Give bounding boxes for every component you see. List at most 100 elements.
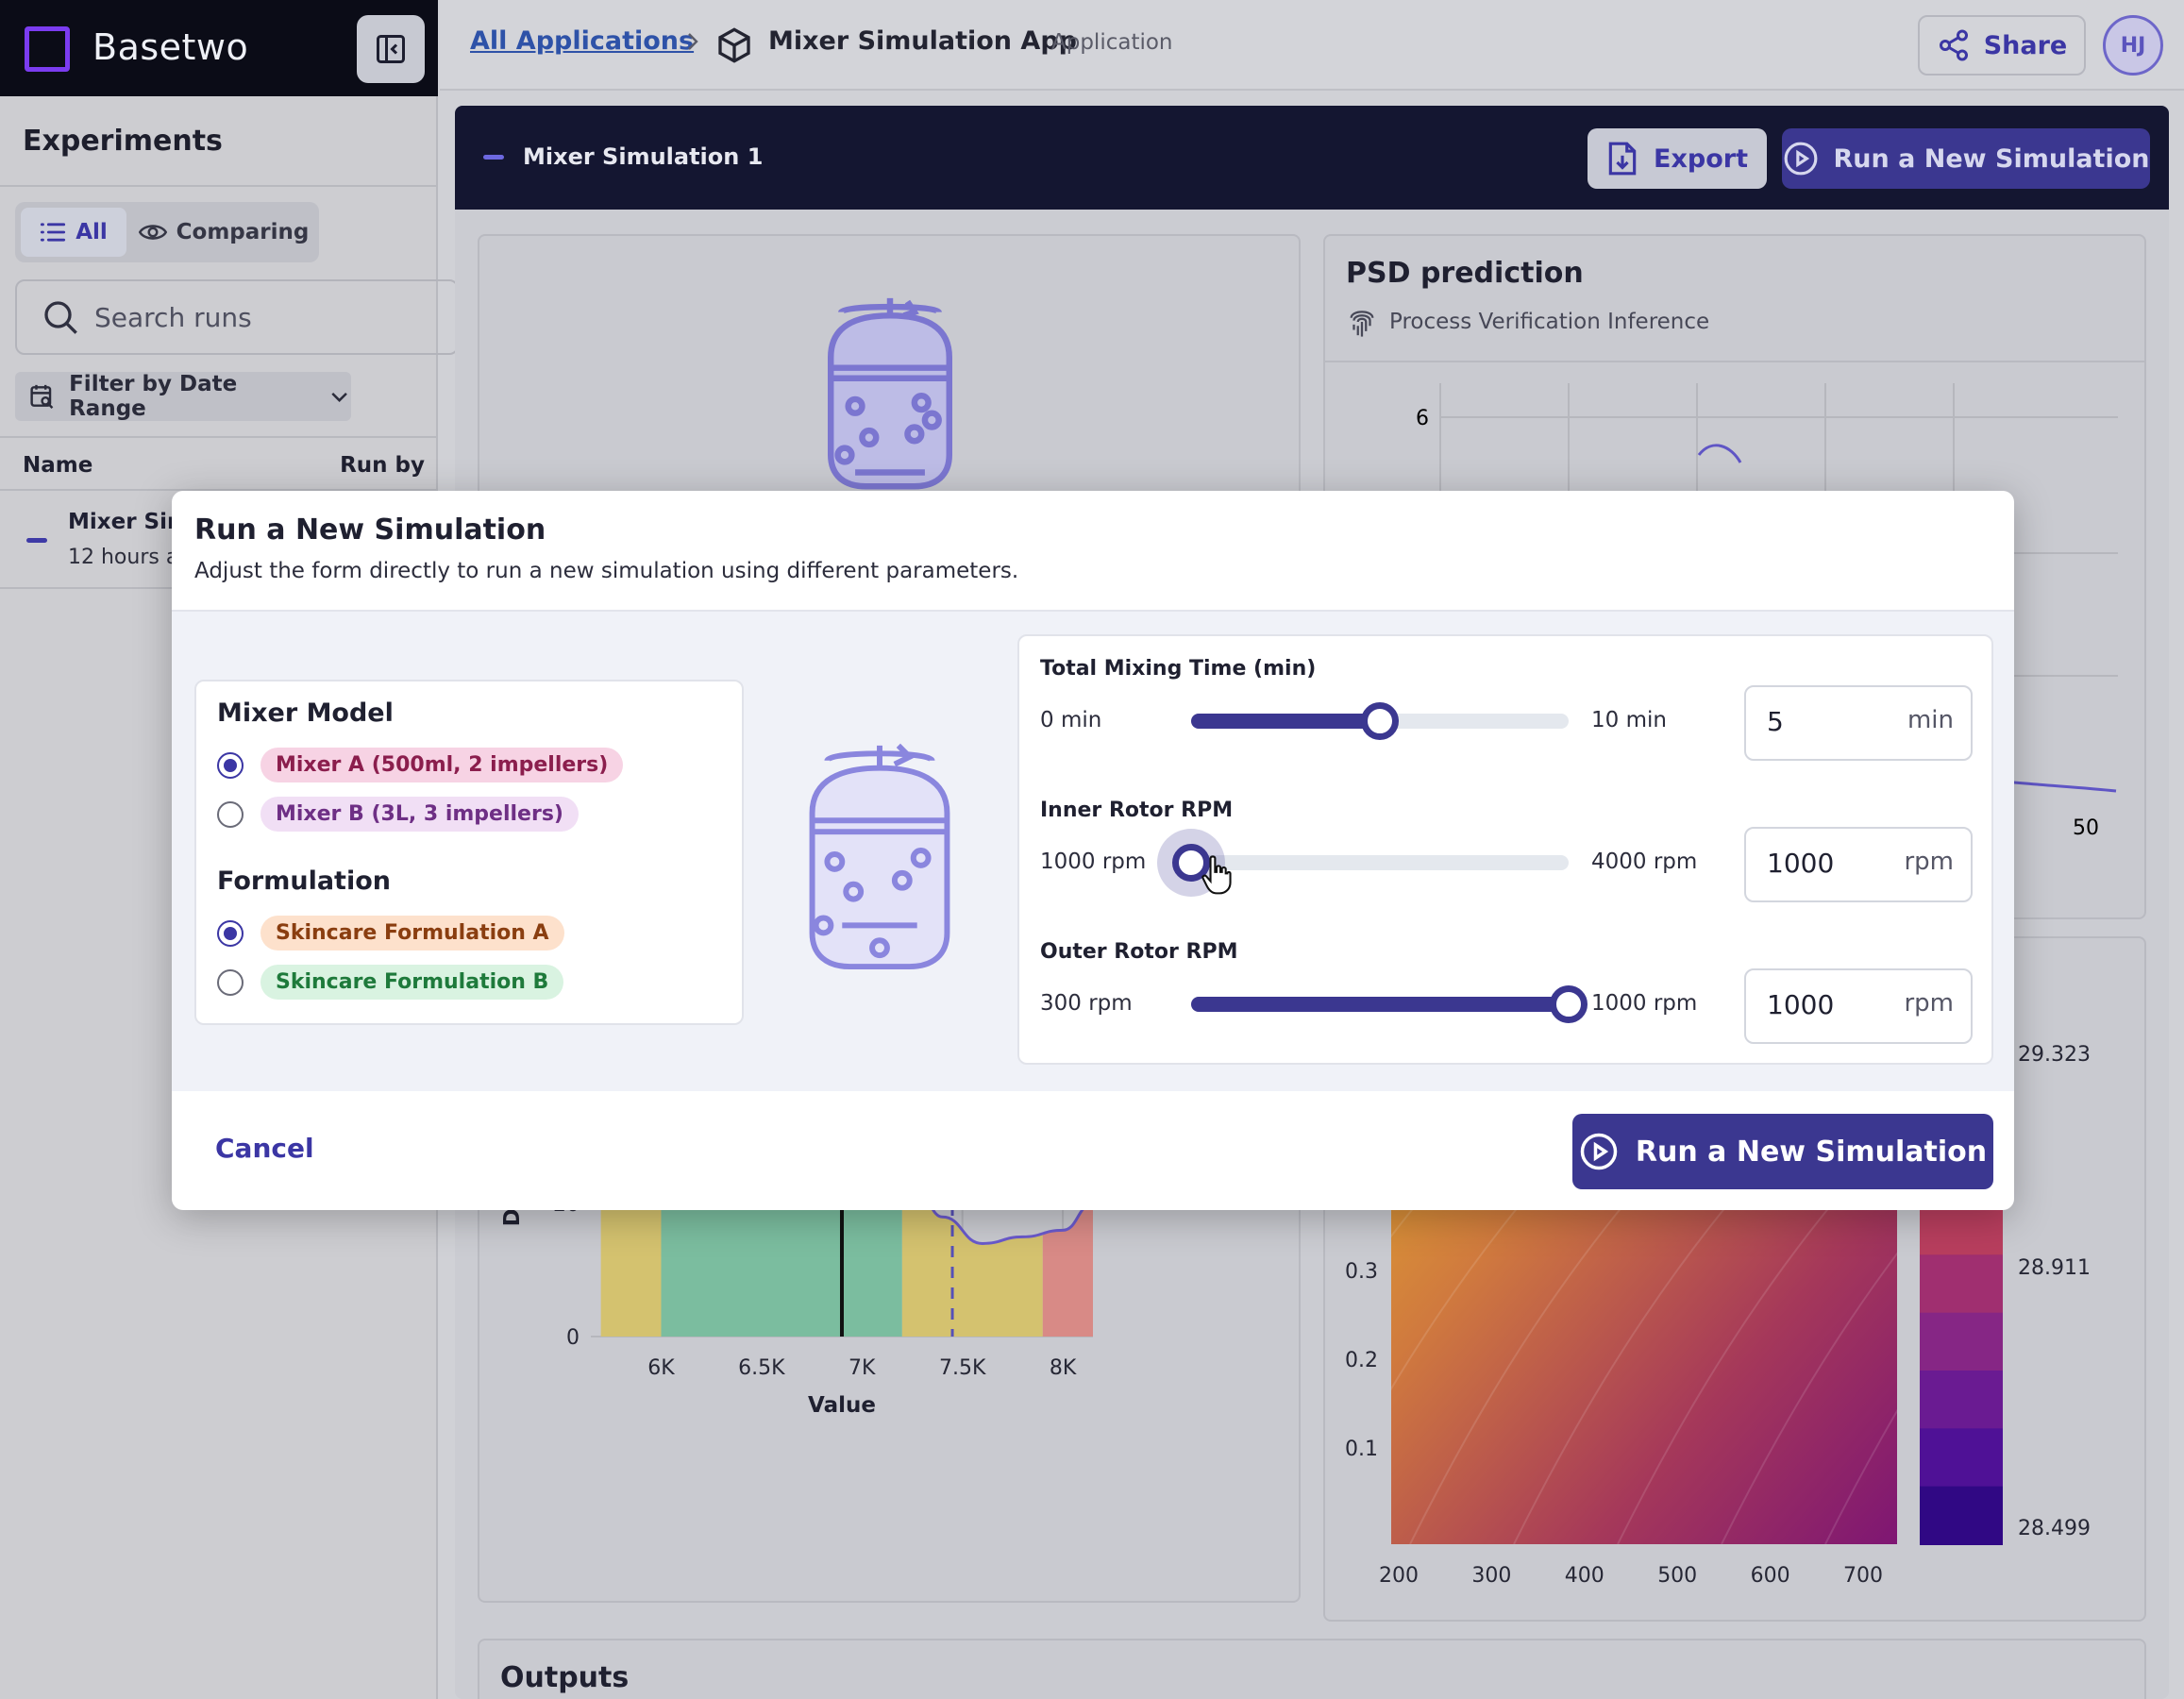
outputs-title: Outputs — [500, 1661, 630, 1694]
top-bar: All Applications Mixer Simulation App Ap… — [440, 0, 2184, 91]
cancel-button[interactable]: Cancel — [215, 1133, 314, 1164]
eye-icon — [138, 225, 167, 240]
input-unit: min — [1907, 706, 1954, 734]
formulation-option-a[interactable]: Skincare Formulation A — [217, 916, 564, 950]
mixer-option-b[interactable]: Mixer B (3L, 3 impellers) — [217, 797, 579, 832]
x-tick-label: 200 — [1379, 1564, 1419, 1588]
inner-rotor-max: 4000 rpm — [1591, 850, 1698, 874]
contour-line — [1824, 1408, 1897, 1544]
run-new-simulation-header-button[interactable]: Run a New Simulation — [1782, 128, 2150, 189]
play-circle-icon — [1784, 142, 1817, 176]
breadcrumb-all-applications[interactable]: All Applications — [470, 26, 695, 56]
toggle-all-button[interactable]: All — [21, 208, 126, 257]
run-new-simulation-button[interactable]: Run a New Simulation — [1572, 1114, 1993, 1189]
toggle-comparing-button[interactable]: Comparing — [134, 208, 313, 257]
inner-rotor-input[interactable]: 1000 rpm — [1744, 827, 1973, 902]
radio-button[interactable] — [217, 968, 244, 996]
mixer-option-label: Mixer B (3L, 3 impellers) — [260, 797, 579, 832]
share-label: Share — [1983, 30, 2068, 60]
y-tick-label: 0.1 — [1345, 1438, 1378, 1461]
collapse-sidebar-button[interactable] — [357, 15, 425, 83]
psd-y-tick: 6 — [1416, 407, 1429, 430]
brand-bar: Basetwo — [0, 0, 438, 96]
x-tick-label: 500 — [1657, 1564, 1697, 1588]
x-tick-label: 6.5K — [738, 1356, 785, 1380]
inner-rotor-min: 1000 rpm — [1040, 850, 1147, 874]
mixer-model-title: Mixer Model — [217, 698, 394, 728]
run-time: 12 hours ago — [68, 546, 172, 569]
mixing-time-min: 0 min — [1040, 708, 1102, 732]
radio-button[interactable] — [217, 800, 244, 828]
user-avatar[interactable]: HJ — [2103, 15, 2163, 76]
slider-fill — [1191, 714, 1380, 729]
x-tick-label: 7K — [848, 1356, 876, 1380]
inner-rotor-slider[interactable] — [1157, 829, 1569, 897]
run-new-label: Run a New Simulation — [1833, 143, 2150, 174]
mixer-illustration-icon — [809, 743, 950, 970]
inner-rotor-label: Inner Rotor RPM — [1040, 799, 1234, 822]
column-run-by: Run by — [340, 453, 425, 478]
x-tick-label: 300 — [1471, 1564, 1511, 1588]
filter-label: Filter by Date Range — [69, 372, 238, 421]
run-label: Run a New Simulation — [1635, 1135, 1988, 1169]
share-button[interactable]: Share — [1918, 15, 2086, 76]
share-icon — [1939, 29, 1968, 61]
simulation-header: Mixer Simulation 1 Export Run a New Simu… — [455, 106, 2169, 210]
cube-icon — [718, 27, 750, 63]
search-input[interactable]: Search runs — [15, 279, 459, 355]
file-download-icon — [1608, 142, 1637, 176]
x-tick-label: 600 — [1751, 1564, 1790, 1588]
outer-rotor-label: Outer Rotor RPM — [1040, 940, 1238, 964]
x-axis-label: Value — [808, 1393, 876, 1418]
modal-subtitle: Adjust the form directly to run a new si… — [194, 559, 1019, 583]
mixing-time-input[interactable]: 5 min — [1744, 685, 1973, 761]
formulation-option-b[interactable]: Skincare Formulation B — [217, 965, 564, 1000]
calendar-search-icon — [30, 384, 54, 409]
input-value: 1000 — [1767, 848, 1835, 879]
play-circle-icon — [1580, 1133, 1618, 1170]
slider-thumb[interactable] — [1550, 985, 1588, 1023]
colorbar-tick-label: 29.323 — [2018, 1043, 2091, 1067]
psd-subtitle: Process Verification Inference — [1346, 304, 1709, 340]
colorbar-segment — [1920, 1428, 2003, 1488]
run-color-indicator — [26, 538, 47, 543]
chevron-right-icon — [688, 33, 698, 50]
outputs-card: Outputs — [478, 1639, 2146, 1699]
slider-thumb[interactable] — [1361, 702, 1399, 740]
radio-button[interactable] — [217, 919, 244, 947]
outer-rotor-min: 300 rpm — [1040, 991, 1133, 1016]
breadcrumb-app-name: Mixer Simulation App — [768, 26, 1077, 56]
chevron-down-icon — [331, 392, 347, 402]
psd-title: PSD prediction — [1346, 257, 1584, 290]
mixer-option-a[interactable]: Mixer A (500ml, 2 impellers) — [217, 748, 624, 782]
colorbar-tick-label: 28.499 — [2018, 1517, 2091, 1540]
filter-date-range-button[interactable]: Filter by Date Range — [15, 372, 351, 421]
x-tick-label: 7.5K — [939, 1356, 986, 1380]
outer-rotor-input[interactable]: 1000 rpm — [1744, 968, 1973, 1044]
modal-body: Mixer Model Mixer A (500ml, 2 impellers)… — [172, 610, 2014, 1091]
radio-button[interactable] — [217, 751, 244, 779]
export-button[interactable]: Export — [1588, 128, 1767, 189]
colorbar-segment — [1920, 1486, 2003, 1545]
mixing-time-max: 10 min — [1591, 708, 1667, 732]
toggle-all-label: All — [76, 220, 108, 244]
x-tick-label: 6K — [647, 1356, 675, 1380]
modal-title: Run a New Simulation — [194, 513, 546, 547]
column-name: Name — [23, 453, 93, 478]
formulation-title: Formulation — [217, 866, 391, 896]
runs-table-header: Name Run by — [0, 436, 438, 491]
slider-fill — [1191, 997, 1569, 1012]
mixing-time-slider[interactable] — [1191, 702, 1569, 740]
psd-x-tick: 50 — [2073, 816, 2099, 840]
hand-cursor-icon — [1201, 855, 1232, 895]
simulation-title: Mixer Simulation 1 — [523, 143, 764, 170]
export-label: Export — [1654, 143, 1748, 174]
psd-curve-top — [1697, 444, 1742, 463]
outer-rotor-max: 1000 rpm — [1591, 991, 1698, 1016]
slider-thumb[interactable] — [1172, 844, 1210, 882]
colorbar-tick-label: 28.911 — [2018, 1256, 2091, 1280]
formulation-option-label: Skincare Formulation A — [260, 916, 564, 950]
search-placeholder: Search runs — [94, 301, 252, 333]
mixing-time-label: Total Mixing Time (min) — [1040, 657, 1317, 681]
outer-rotor-slider[interactable] — [1191, 985, 1588, 1023]
